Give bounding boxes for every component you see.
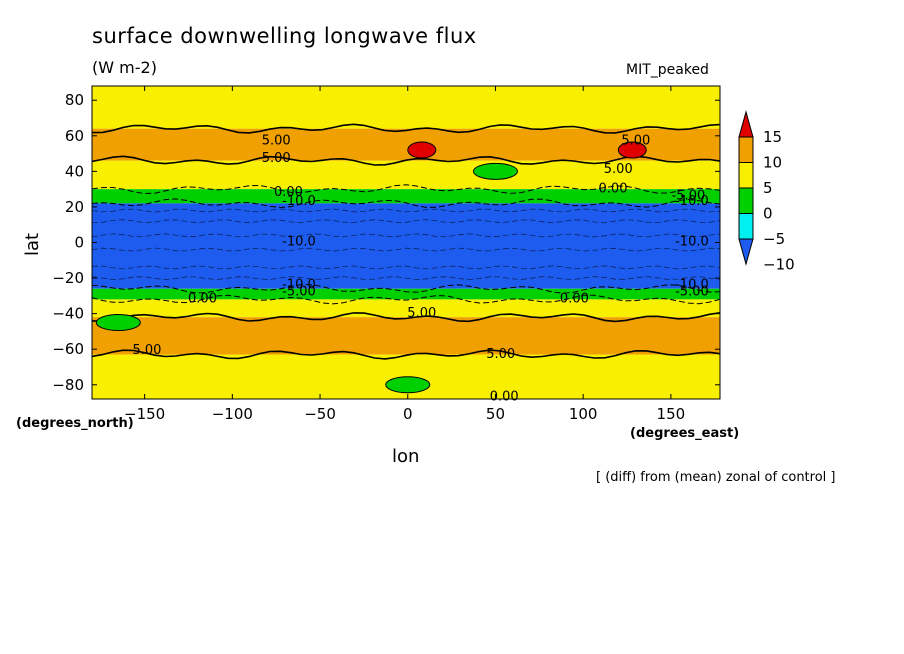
y-units-label: (degrees_north) bbox=[16, 416, 134, 431]
x-tick-label-0: −150 bbox=[124, 405, 165, 423]
contour-label-19: 0.00 bbox=[560, 292, 589, 307]
dashed-contour-0 bbox=[92, 208, 720, 213]
contour-label-3: -10.0 bbox=[282, 194, 316, 209]
band-1 bbox=[92, 128, 720, 161]
contour-label-5: -10.0 bbox=[282, 277, 316, 292]
dashed-contour-1 bbox=[92, 219, 720, 224]
contour-label-16: -10.0 bbox=[675, 235, 709, 250]
band-7 bbox=[92, 317, 720, 355]
contour-line-4 bbox=[92, 198, 720, 209]
colorbar-label-1: 10 bbox=[763, 154, 782, 172]
contour-label-20: 0.00 bbox=[490, 389, 519, 404]
colorbar-segment-2 bbox=[738, 187, 754, 214]
contour-line-2 bbox=[92, 155, 720, 166]
x-axis-label: lon bbox=[392, 446, 420, 467]
x-tick-label-2: −50 bbox=[304, 405, 336, 423]
patch-3 bbox=[385, 376, 431, 394]
band-6 bbox=[92, 299, 720, 318]
footnote: [ (diff) from (mean) zonal of control ] bbox=[596, 470, 836, 485]
patch-4 bbox=[95, 314, 141, 332]
y-tick-label-5: 20 bbox=[65, 198, 84, 216]
colorbar-label-2: 5 bbox=[763, 179, 773, 197]
colorbar-label-5: −10 bbox=[763, 256, 795, 274]
contour-label-4: -10.0 bbox=[282, 235, 316, 250]
x-tick-label-1: −100 bbox=[212, 405, 253, 423]
chart-units: (W m-2) bbox=[92, 58, 157, 77]
model-label: MIT_peaked bbox=[626, 62, 709, 78]
colorbar-label-0: 15 bbox=[763, 128, 782, 146]
colorbar-top-arrow bbox=[738, 110, 754, 138]
x-units-label: (degrees_east) bbox=[630, 426, 740, 441]
y-tick-label-2: −40 bbox=[52, 305, 84, 323]
band-5 bbox=[92, 288, 720, 300]
colorbar-segment-3 bbox=[738, 213, 754, 240]
contour-label-7: 0.00 bbox=[188, 292, 217, 307]
contour-line-3 bbox=[92, 184, 720, 195]
x-tick-label-3: 0 bbox=[403, 405, 413, 423]
band-0 bbox=[92, 86, 720, 129]
colorbar-segment-1 bbox=[738, 162, 754, 189]
y-tick-label-0: −80 bbox=[52, 376, 84, 394]
contour-line-8 bbox=[92, 349, 720, 360]
dashed-contour-4 bbox=[92, 265, 720, 270]
contour-label-14: -5.00 bbox=[672, 188, 706, 203]
contour-label-10: 5.00 bbox=[486, 347, 515, 362]
colorbar-label-4: −5 bbox=[763, 230, 785, 248]
contour-line-6 bbox=[92, 294, 720, 305]
contour-label-1: 5.00 bbox=[262, 151, 291, 166]
y-tick-label-4: 0 bbox=[74, 234, 84, 252]
y-tick-label-8: 80 bbox=[65, 91, 84, 109]
contour-label-13: 0.00 bbox=[599, 181, 628, 196]
x-tick-label-5: 100 bbox=[569, 405, 598, 423]
dashed-contour-2 bbox=[92, 233, 720, 238]
contour-label-2: 0.00 bbox=[274, 185, 303, 200]
patch-1 bbox=[617, 141, 647, 159]
colorbar-segment-0 bbox=[738, 136, 754, 163]
dashed-contour-5 bbox=[92, 276, 720, 281]
contour-line-7 bbox=[92, 312, 720, 323]
y-tick-label-7: 60 bbox=[65, 127, 84, 145]
y-tick-label-6: 40 bbox=[65, 162, 84, 180]
band-3 bbox=[92, 189, 720, 204]
colorbar-label-3: 0 bbox=[763, 205, 773, 223]
contour-label-11: 5.00 bbox=[621, 133, 650, 148]
contour-line-5 bbox=[92, 284, 720, 294]
colorbar-bottom-arrow bbox=[738, 238, 754, 266]
chart-title: surface downwelling longwave flux bbox=[92, 24, 477, 48]
contour-label-18: -5.00 bbox=[675, 285, 709, 300]
contour-label-15: -10.0 bbox=[675, 194, 709, 209]
dashed-contour-3 bbox=[92, 247, 720, 252]
contour-label-12: 5.00 bbox=[604, 162, 633, 177]
patch-0 bbox=[407, 141, 437, 159]
contour-label-8: 5.00 bbox=[407, 306, 436, 321]
x-tick-label-4: 50 bbox=[486, 405, 505, 423]
contour-label-0: 5.00 bbox=[262, 133, 291, 148]
y-tick-label-1: −60 bbox=[52, 340, 84, 358]
x-tick-label-6: 150 bbox=[657, 405, 686, 423]
band-4 bbox=[92, 203, 720, 289]
contour-label-9: -5.00 bbox=[128, 343, 162, 358]
contour-label-17: -10.0 bbox=[675, 277, 709, 292]
y-tick-label-3: −20 bbox=[52, 269, 84, 287]
contour-line-1 bbox=[92, 123, 720, 134]
contour-label-6: -5.00 bbox=[282, 285, 316, 300]
patch-2 bbox=[472, 162, 518, 180]
